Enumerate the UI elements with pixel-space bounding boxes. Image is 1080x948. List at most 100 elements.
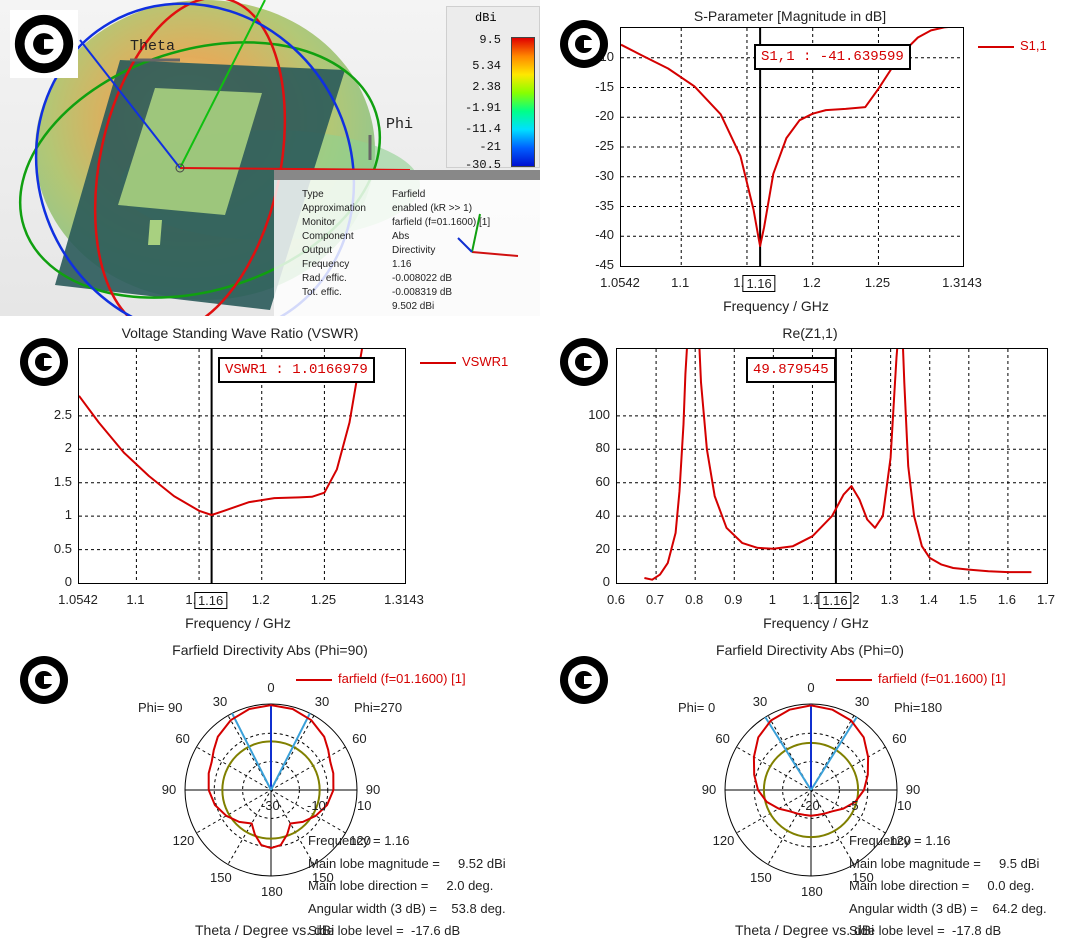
copyright-icon <box>560 338 608 386</box>
series-line <box>698 349 899 550</box>
y-tick-label: 2.5 <box>53 406 72 422</box>
prop-value: farfield (f=01.1600) [1] <box>392 217 491 228</box>
y-tick-label: 100 <box>588 406 610 422</box>
polar-angle-label: 150 <box>210 870 232 886</box>
legend-line <box>296 678 332 681</box>
marker-label: 49.879545 <box>746 357 836 383</box>
y-tick-label: 60 <box>595 473 610 489</box>
polar-angle-label: 150 <box>852 870 874 886</box>
x-tick-label: 1.3 <box>880 592 899 607</box>
x-tick-label: 0.6 <box>606 592 626 607</box>
x-tick-label: 1.6 <box>997 592 1016 607</box>
info-line: Side lobe level = -17.6 dB <box>308 923 461 938</box>
copyright-icon <box>20 656 68 704</box>
polar-angle-label: 0 <box>267 680 275 695</box>
polar-info: Frequency = 1.16 Main lobe magnitude = 9.… <box>308 830 506 943</box>
polar-angle-label: 150 <box>750 870 772 886</box>
y-tick-label: 1.5 <box>53 473 72 489</box>
info-line: Frequency = 1.16 <box>308 833 410 848</box>
marker-label: S1,1 : -41.639599 <box>754 44 911 70</box>
plot-area[interactable] <box>616 348 1048 584</box>
polar-angle-label: 120 <box>172 833 195 848</box>
polar-phi0-panel: Farfield Directivity Abs (Phi=0) farfiel… <box>540 632 1080 948</box>
colorbar-tick: 5.34 <box>472 59 501 73</box>
patch <box>118 88 262 215</box>
polar-x-label: Theta / Degree vs. dBi <box>195 922 335 938</box>
polar-radial-label: -5 <box>847 798 859 813</box>
prop-value: enabled (kR >> 1) <box>392 203 473 214</box>
x-axis-label: Frequency / GHz <box>763 615 869 631</box>
legend-label: S1,1 <box>1020 38 1047 53</box>
polar-angle-label: 180 <box>261 884 283 899</box>
polar-chart-svg[interactable] <box>0 632 540 948</box>
y-tick-label: 0.5 <box>53 540 72 556</box>
prop-value: -0.008022 dB <box>392 273 453 284</box>
x-tick-label: 1.25 <box>310 592 337 607</box>
grid <box>617 349 1047 583</box>
polar-info: Frequency = 1.16 Main lobe magnitude = 9.… <box>849 830 1047 943</box>
series-line <box>644 349 688 581</box>
marker-x-label: 1.16 <box>818 592 852 609</box>
copyright-icon <box>20 338 68 386</box>
colorbar-tick: -1.91 <box>464 101 501 115</box>
polar-chart-svg[interactable] <box>540 632 1080 948</box>
y-tick-label: -40 <box>595 227 614 243</box>
polar-phi90-panel: Farfield Directivity Abs (Phi=90) farfie… <box>0 632 540 948</box>
feed-line <box>148 220 162 245</box>
plot-area[interactable] <box>78 348 406 584</box>
polar-side-label: Phi= 0 <box>678 700 716 715</box>
prop-label: Component <box>302 231 354 242</box>
chart-svg <box>79 349 405 583</box>
chart-title: S-Parameter [Magnitude in dB] <box>693 8 887 24</box>
x-tick-label: 1.2 <box>251 592 270 607</box>
farfield-3d-scene[interactable]: Theta Phi dBi 9.5 5.34 2.38 -1.91 -11.4 … <box>0 0 540 316</box>
prop-value: 9.502 dBi <box>392 301 435 312</box>
polar-radial-label: -10 <box>307 798 326 813</box>
legend: farfield (f=01.1600) [1] <box>296 671 466 686</box>
prop-label: Output <box>302 245 333 256</box>
polar-angle-label: 60 <box>892 731 907 746</box>
prop-label: Approximation <box>302 203 366 214</box>
polar-angle-label: 150 <box>312 870 334 886</box>
polar-angle-label: 60 <box>715 731 730 746</box>
info-line: Frequency = 1.16 <box>849 833 951 848</box>
copyright-icon <box>560 656 608 704</box>
info-line: Main lobe direction = 0.0 deg. <box>849 878 1035 893</box>
x-tick-label: 0.8 <box>685 592 704 607</box>
polar-angle-label: 30 <box>752 693 768 709</box>
legend-label: farfield (f=01.1600) [1] <box>878 671 1006 686</box>
farfield-3d-graphic <box>18 0 420 316</box>
x-axis-label: Frequency / GHz <box>723 298 829 314</box>
chart-title: Farfield Directivity Abs (Phi=0) <box>716 642 904 658</box>
pattern-curve <box>752 704 870 817</box>
y-tick-label: 0 <box>602 574 610 589</box>
x-axis-label: Frequency / GHz <box>185 615 291 631</box>
marker-x-label: 1.16 <box>742 275 776 292</box>
chart-title: Farfield Directivity Abs (Phi=90) <box>172 642 368 658</box>
copyright-icon <box>10 10 78 78</box>
polar-angle-label: 90 <box>701 782 717 797</box>
polar-angle-label: 30 <box>212 693 228 709</box>
axes-triad-icon <box>457 213 519 257</box>
phi-axis-label: Phi <box>386 116 414 133</box>
info-line: Angular width (3 dB) = 53.8 deg. <box>308 900 506 916</box>
y-tick-label: -15 <box>595 78 614 94</box>
y-tick-label: 0 <box>64 574 72 589</box>
y-tick-label: -25 <box>595 138 614 153</box>
prop-label: Monitor <box>302 217 336 228</box>
info-line: Angular width (3 dB) = 64.2 deg. <box>849 900 1047 916</box>
polar-radial-label: 10 <box>357 798 372 813</box>
legend-label: farfield (f=01.1600) [1] <box>338 671 466 686</box>
prop-label: Type <box>302 189 324 200</box>
y-tick-label: 1 <box>64 507 72 523</box>
polar-angle-label: 90 <box>161 782 177 797</box>
x-tick-label: 1.3143 <box>384 592 424 607</box>
polar-radial-label: 10 <box>897 798 912 813</box>
colorbar-tick: -11.4 <box>464 122 501 136</box>
y-tick-label: 40 <box>595 507 610 523</box>
farfield-3d-panel: Theta Phi dBi 9.5 5.34 2.38 -1.91 -11.4 … <box>0 0 540 316</box>
info-line: Main lobe direction = 2.0 deg. <box>308 878 494 893</box>
polar-angle-label: 30 <box>854 693 870 709</box>
beamwidth-line <box>810 716 858 791</box>
x-tick-label: 1.3143 <box>942 275 982 290</box>
